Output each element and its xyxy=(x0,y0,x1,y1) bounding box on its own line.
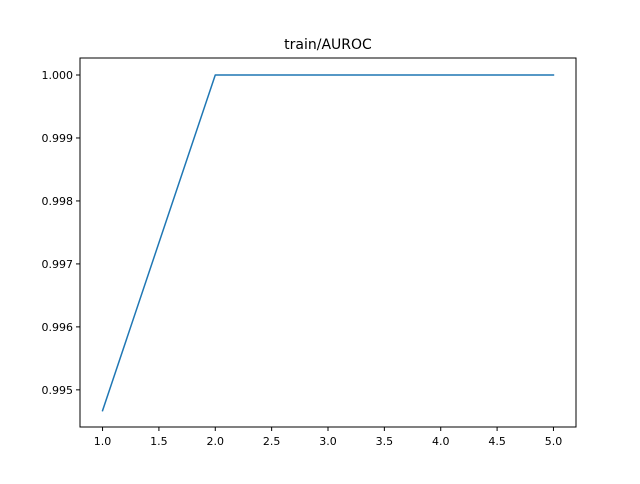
x-tick-label: 2.0 xyxy=(207,435,225,448)
chart-title: train/AUROC xyxy=(284,37,372,53)
x-tick-label: 4.0 xyxy=(432,435,450,448)
x-tick-label: 4.5 xyxy=(488,435,506,448)
y-tick-label: 0.996 xyxy=(42,321,74,334)
y-axis: 0.995 0.996 0.997 0.998 0.999 1.000 xyxy=(42,69,80,397)
y-tick-label: 0.998 xyxy=(42,195,74,208)
y-tick-label: 0.995 xyxy=(42,384,74,397)
x-tick-label: 3.0 xyxy=(319,435,337,448)
y-tick-label: 0.997 xyxy=(42,258,74,271)
x-tick-label: 3.5 xyxy=(376,435,394,448)
x-tick-label: 2.5 xyxy=(263,435,281,448)
series-layer xyxy=(101,74,555,412)
y-tick-label: 0.999 xyxy=(42,132,74,145)
x-tick-label: 1.0 xyxy=(94,435,112,448)
x-axis: 1.0 1.5 2.0 2.5 3.0 3.5 4.0 4.5 5.0 xyxy=(94,427,562,448)
y-tick-label: 1.000 xyxy=(42,69,74,82)
x-tick-label: 5.0 xyxy=(545,435,563,448)
plot-frame xyxy=(79,57,577,428)
series-line xyxy=(101,74,555,412)
x-tick-label: 1.5 xyxy=(150,435,168,448)
